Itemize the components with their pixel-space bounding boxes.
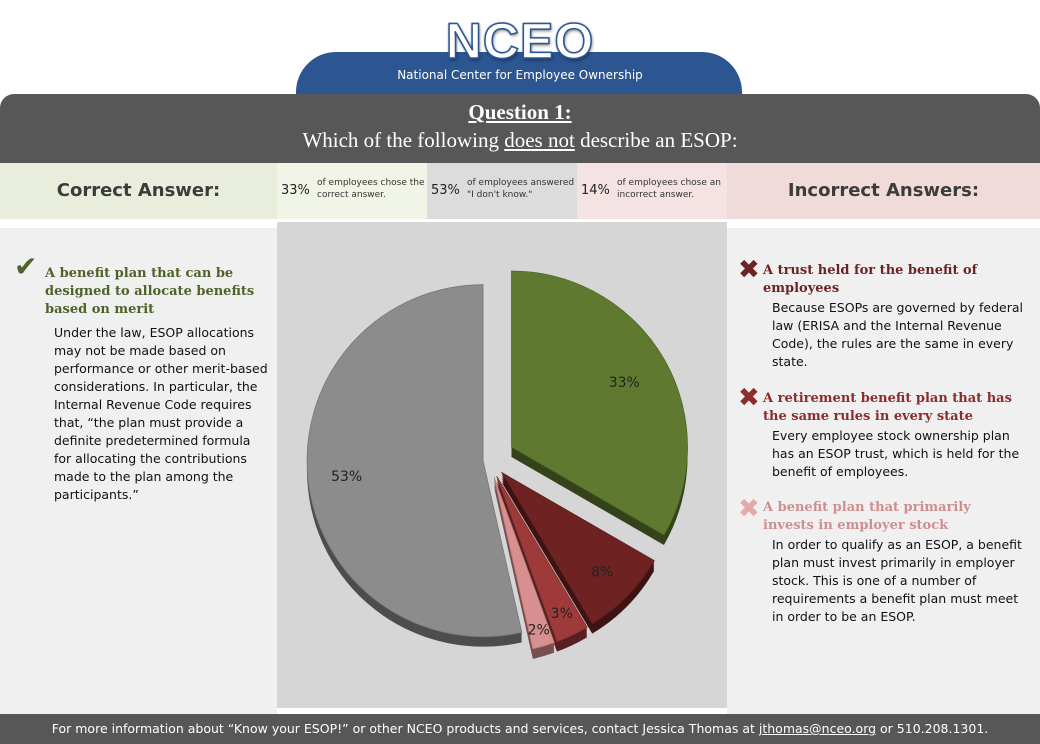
pie-slice-label: 2% (528, 622, 550, 638)
pie-slice-label: 53% (331, 469, 362, 485)
correct-answer-band: Correct Answer: (0, 163, 277, 219)
pie-slice (496, 476, 588, 643)
stat-correct-desc: of employees chose the correct answer. (317, 178, 425, 200)
x-mark-icon: ✖ (738, 494, 760, 524)
stat-incorrect-pct: 14% (581, 183, 610, 198)
incorrect-answer-body: Because ESOPs are governed by federal la… (772, 300, 1023, 369)
pie-slice-label: 3% (551, 606, 573, 622)
pie-slice (493, 477, 555, 650)
stat-correct: 33% of employees chose the correct answe… (277, 163, 427, 219)
question-header: Question 1: Which of the following does … (0, 94, 1040, 163)
question-text-before: Which of the following (302, 128, 505, 152)
correct-answer-title: A benefit plan that can be designed to a… (45, 266, 255, 317)
incorrect-answer-body: In order to qualify as an ESOP, a benefi… (772, 537, 1022, 624)
x-mark-icon: ✖ (738, 383, 760, 413)
stat-dont-know-desc: of employees answered "I don't know." (467, 178, 575, 200)
pie-slice-label: 33% (609, 375, 640, 391)
incorrect-answer-title: A trust held for the benefit of employee… (763, 263, 978, 296)
logo-subtitle: National Center for Employee Ownership (397, 68, 643, 82)
footer-text-after: or 510.208.1301. (876, 721, 989, 736)
pie-slice-label: 8% (591, 564, 613, 580)
incorrect-answer-body: Every employee stock ownership plan has … (772, 428, 1020, 479)
incorrect-answers-heading: Incorrect Answers: (787, 180, 980, 201)
incorrect-answer-title: A benefit plan that primarily invests in… (763, 500, 971, 533)
footer: For more information about “Know your ES… (0, 714, 1040, 744)
stat-dont-know: 53% of employees answered "I don't know.… (427, 163, 577, 219)
stat-incorrect-desc: of employees chose an incorrect answer. (617, 178, 721, 200)
nceo-logo: NCEO (445, 13, 595, 69)
stat-dont-know-pct: 53% (431, 183, 460, 198)
incorrect-answers-band: Incorrect Answers: (727, 163, 1040, 219)
pie-slice (306, 284, 523, 638)
logo-tab (296, 52, 742, 100)
footer-email-link[interactable]: jthomas@nceo.org (758, 721, 877, 736)
pie-slice (511, 270, 688, 536)
question-text-emph: does not (504, 128, 575, 152)
x-mark-icon: ✖ (738, 255, 760, 285)
incorrect-answer-title: A retirement benefit plan that has the s… (763, 391, 1012, 424)
question-text: Which of the following does not describe… (0, 128, 1040, 153)
pie-chart: 33% 8% 3%2% 53% (306, 270, 688, 659)
incorrect-answers-panel (727, 228, 1040, 714)
checkmark-icon: ✔ (14, 250, 38, 283)
correct-answer-panel (0, 228, 277, 714)
pie-slice (500, 471, 655, 625)
correct-answer-body: Under the law, ESOP allocations may not … (54, 325, 268, 502)
question-title: Question 1: (468, 100, 572, 124)
stat-incorrect: 14% of employees chose an incorrect answ… (577, 163, 727, 219)
question-text-after: describe an ESOP: (574, 128, 738, 152)
footer-text-before: For more information about “Know your ES… (51, 721, 759, 736)
stat-correct-pct: 33% (281, 183, 310, 198)
chart-panel: 33% 8% 3% 2% 53% (277, 222, 727, 708)
correct-answer-heading: Correct Answer: (56, 180, 221, 201)
